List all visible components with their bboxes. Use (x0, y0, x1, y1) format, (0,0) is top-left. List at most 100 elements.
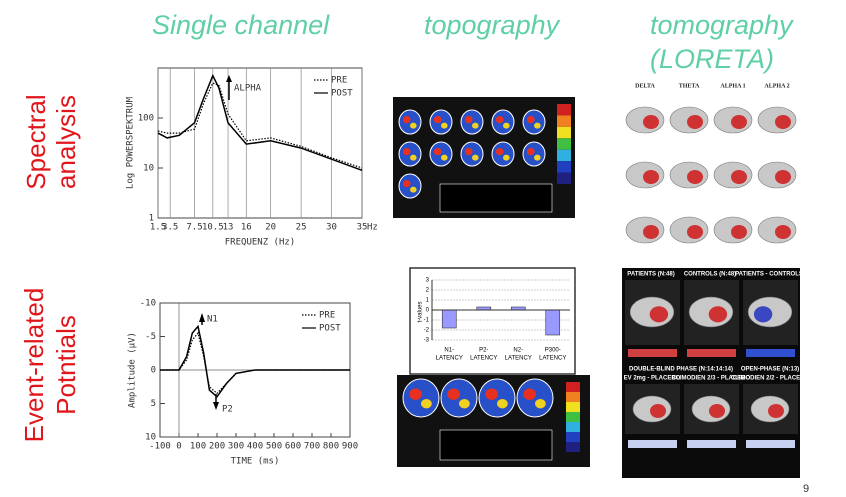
activity (402, 116, 411, 124)
activity (410, 186, 417, 193)
x-tick-label: 3.5 (162, 223, 178, 233)
x-tick-label: 200 (209, 442, 225, 452)
brain-activity (687, 225, 703, 239)
x-tick-label: 800 (323, 442, 339, 452)
x-tick-label: 900 (342, 442, 358, 452)
row-header: Potntials (51, 315, 81, 415)
y-tick-label: 1 (426, 298, 430, 304)
x-tick-label: 1.5 (150, 223, 166, 233)
y-tick-label: 5 (151, 399, 156, 409)
y-tick-label: -3 (424, 338, 430, 344)
activity (534, 154, 541, 161)
colorbar-segment (566, 422, 580, 432)
activity (447, 388, 460, 400)
x-tick-label: 300 (228, 442, 244, 452)
head (398, 173, 422, 199)
brain-activity (731, 170, 747, 184)
head (440, 378, 478, 418)
head (398, 141, 422, 167)
activity (410, 122, 417, 129)
x-tick-label: 700 (304, 442, 320, 452)
brain-activity (775, 225, 791, 239)
colorbar (628, 349, 677, 357)
head (429, 109, 453, 135)
head (491, 109, 515, 135)
column-header: (LORETA) (650, 44, 774, 74)
colorbar (746, 349, 795, 357)
activity (472, 122, 479, 129)
contrast-label: CLIMODIEN 2/3 - PLACEBO (672, 376, 751, 382)
head (516, 378, 554, 418)
page-number: 9 (803, 483, 809, 495)
activity (495, 148, 504, 156)
arrow-head (226, 75, 232, 82)
arrow-head (213, 402, 219, 410)
colorbar-segment (557, 104, 571, 116)
band-label: ALPHA 1 (720, 83, 745, 89)
y-axis-label: Amplitude (µV) (128, 332, 138, 408)
y-tick-label: 1 (149, 214, 154, 224)
brain-activity (650, 404, 666, 418)
colorbar-segment (557, 172, 571, 184)
brain-activity (708, 306, 728, 323)
activity (402, 148, 411, 156)
x-tick-label: N2- (513, 348, 523, 354)
brain-activity (775, 170, 791, 184)
y-axis-label: Log POWERSPEKTRUM (126, 96, 136, 189)
y-tick-label: 10 (145, 433, 156, 443)
colorbar-segment (557, 126, 571, 139)
activity (497, 398, 508, 409)
series-line (157, 82, 363, 169)
activity (402, 180, 411, 188)
colorbar (746, 440, 795, 448)
head (522, 109, 546, 135)
activity (535, 398, 546, 409)
colorbar-segment (557, 149, 571, 162)
head (460, 109, 484, 135)
y-tick-label: 2 (426, 288, 430, 294)
head (429, 141, 453, 167)
x-tick-label: 600 (285, 442, 301, 452)
x-tick-label: N1- (444, 348, 454, 354)
bar (545, 309, 561, 336)
y-tick-label: 3 (426, 278, 430, 284)
brain-activity (709, 404, 725, 418)
x-tick-label: 10.5 (202, 223, 224, 233)
colorbar-segment (557, 115, 571, 127)
colorbar (687, 349, 736, 357)
legend-label: PRE (319, 311, 335, 321)
activity (503, 154, 510, 161)
band-label: ALPHA 2 (764, 83, 789, 89)
colorbar-segment (566, 432, 580, 442)
brain-activity (643, 115, 659, 129)
band-label: DELTA (635, 83, 655, 89)
x-axis-label: TIME (ms) (231, 457, 280, 467)
phase-label: OPEN-PHASE (N:13) (741, 367, 799, 373)
head (522, 141, 546, 167)
row-header: analysis (51, 95, 81, 189)
x-tick-label: -100 (149, 442, 171, 452)
legend-label: POST (319, 324, 341, 334)
head (491, 141, 515, 167)
y-tick-label: -2 (424, 328, 430, 334)
activity (433, 116, 442, 124)
colorbar-segment (566, 392, 580, 402)
brain-activity (643, 225, 659, 239)
head (402, 378, 440, 418)
x-tick-label: 20 (265, 223, 276, 233)
series-line (160, 331, 350, 395)
contrast-label: EV 2mg - PLACEBO (624, 376, 681, 382)
legend-label: PRE (331, 76, 347, 86)
activity (410, 154, 417, 161)
info-box (439, 429, 553, 461)
activity (503, 122, 510, 129)
activity (495, 116, 504, 124)
panel-label: CONTROLS (N:48) (684, 272, 736, 278)
activity (459, 398, 470, 409)
activity (526, 148, 535, 156)
panel-label: PATIENTS (N:48) (627, 272, 674, 278)
x-tick-label: 400 (247, 442, 263, 452)
x-tick-label: LATENCY (436, 356, 463, 362)
row-header: Spectral (21, 94, 51, 189)
